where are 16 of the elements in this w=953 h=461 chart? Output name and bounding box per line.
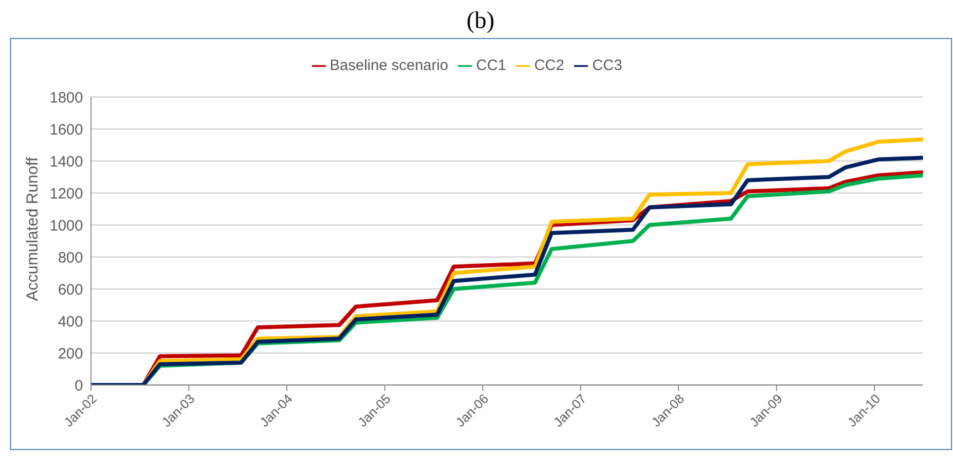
y-tick-label: 400 — [58, 313, 83, 330]
y-tick-label: 0 — [74, 377, 83, 394]
y-tick-label: 1800 — [50, 89, 83, 106]
legend-label: CC1 — [476, 57, 506, 74]
legend-label: CC2 — [534, 57, 564, 74]
y-tick-label: 1400 — [50, 153, 83, 170]
legend-label: Baseline scenario — [330, 57, 448, 74]
chart-title: (b) — [466, 8, 496, 36]
y-tick-label: 600 — [58, 281, 83, 298]
y-axis-title: Accumulated Runoff — [24, 156, 42, 301]
y-tick-label: 200 — [58, 345, 83, 362]
y-tick-label: 1200 — [50, 185, 83, 202]
y-tick-label: 1600 — [50, 121, 83, 138]
legend-label: CC3 — [592, 57, 622, 74]
y-tick-label: 800 — [58, 249, 83, 266]
y-tick-label: 1000 — [50, 217, 83, 234]
